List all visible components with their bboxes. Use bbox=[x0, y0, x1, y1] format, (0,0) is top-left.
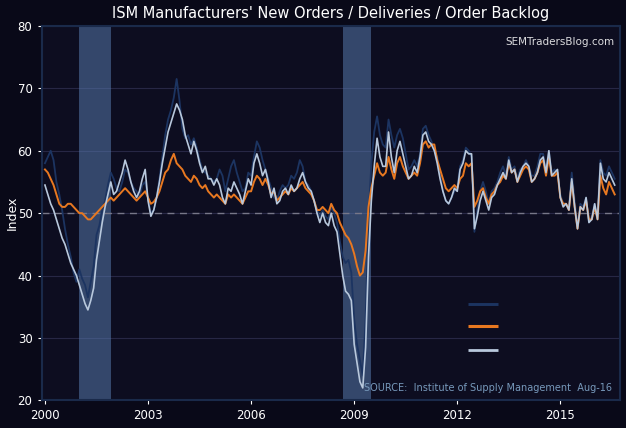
Bar bbox=[343, 26, 371, 401]
Bar bbox=[80, 26, 111, 401]
Text: SOURCE:  Institute of Supply Management  Aug-16: SOURCE: Institute of Supply Management A… bbox=[364, 383, 612, 393]
Text: SEMTradersBlog.com: SEMTradersBlog.com bbox=[506, 37, 615, 47]
Y-axis label: Index: Index bbox=[6, 196, 19, 230]
Title: ISM Manufacturers' New Orders / Deliveries / Order Backlog: ISM Manufacturers' New Orders / Deliveri… bbox=[112, 6, 550, 21]
